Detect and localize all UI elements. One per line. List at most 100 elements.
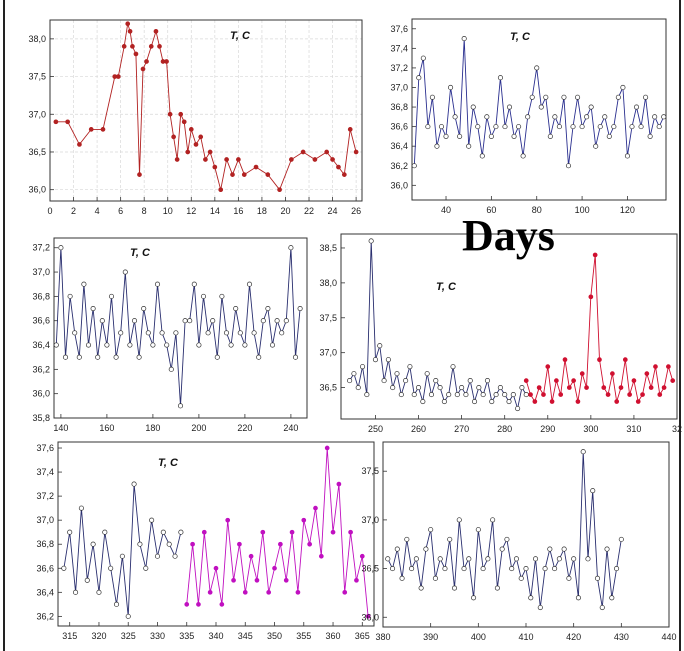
- chart-3-series-1-point-26: [173, 330, 179, 336]
- chart-2-series-1-point-44: [611, 124, 617, 130]
- chart-2-series-1-point-18: [493, 124, 499, 130]
- chart-3-xtick-label-0: 140: [53, 423, 68, 433]
- chart-5-xtick-label-9: 360: [326, 631, 341, 641]
- chart-2-series-1-point-41: [597, 124, 603, 130]
- chart-2-xtick-label-3: 100: [575, 205, 590, 215]
- chart-1-series-1-point-20: [167, 111, 173, 117]
- chart-4-series-2-point-33: [666, 364, 671, 369]
- chart-4-series-1-point-8: [381, 378, 387, 384]
- chart-4: 250 260 270 280 290 300 310 32 36,5 37,0 37,5 38,0 3…: [319, 233, 682, 434]
- chart-3-ytick-label-4: 36,6: [32, 316, 50, 326]
- chart-4-series-2-point-13: [579, 371, 585, 376]
- chart-4-series-2-point-8: [558, 392, 564, 397]
- chart-5-series-2-point-13: [260, 529, 266, 535]
- chart-6-xtick-label-5: 430: [614, 632, 629, 642]
- chart-1-series-1-point-9: [127, 28, 133, 34]
- chart-6-series-1-point-41: [580, 449, 586, 455]
- chart-3: 140 160 180 200 220 240 35,8 36,0 36,2 36,4 36,6 36…: [32, 237, 308, 433]
- chart-5-series-2-point-26: [336, 481, 342, 487]
- chart-3-series-1-point-8: [90, 305, 96, 312]
- chart-6-series-1-point-39: [571, 556, 577, 562]
- chart-5-series-2-point-20: [301, 517, 307, 523]
- chart-5-series-2-line: [186, 447, 369, 617]
- chart-3-series-1-point-20: [145, 330, 151, 336]
- chart-4-series-2-point-0: [523, 378, 529, 383]
- chart-3-series-1-point-19: [141, 305, 147, 312]
- chart-1-xtick-label-0: 0: [47, 206, 52, 216]
- chart-6-series-1-point-32: [537, 604, 543, 611]
- chart-4-series-2-point-22: [618, 385, 624, 390]
- chart-3-xtick-label-4: 220: [237, 423, 252, 433]
- outer-frame-right: [679, 0, 681, 651]
- chart-2-series-1-point-6: [438, 124, 445, 130]
- chart-4-series-1-point-11: [394, 371, 400, 377]
- chart-2-series-1-point-48: [629, 124, 635, 130]
- chart-4-series-1-point-33: [489, 398, 495, 405]
- chart-2-series-1-point-50: [638, 124, 644, 130]
- chart-4-series-2-point-12: [575, 399, 581, 404]
- chart-6-series-1-point-16: [461, 566, 467, 572]
- chart-6-series-1-point-12: [442, 566, 448, 572]
- chart-1-series-1-point-35: [236, 157, 241, 162]
- chart-6-xtick-label-1: 390: [423, 632, 438, 642]
- chart-1-series-1-point-46: [341, 172, 347, 177]
- outer-frame-left: [3, 0, 5, 651]
- chart-3-series-1-point-53: [297, 305, 303, 312]
- chart-6-series-1-point-9: [428, 527, 434, 533]
- chart-4-series-2-point-32: [661, 385, 667, 390]
- chart-2-series-1-point-24: [520, 153, 526, 159]
- chart-4-series-2-point-21: [614, 399, 620, 404]
- chart-5-ytick-label-3: 36,8: [36, 539, 54, 549]
- chart-3-series-1-point-2: [62, 354, 69, 360]
- chart-5-xtick-label-8: 355: [296, 631, 311, 641]
- chart-2-series-1-point-27: [534, 65, 540, 71]
- chart-2-series-1-point-10: [457, 133, 463, 139]
- chart-6-series-1-point-38: [566, 575, 572, 581]
- chart-1-series-1-point-30: [207, 149, 213, 155]
- chart-2-series-1-point-11: [461, 36, 467, 42]
- chart-3-series-1-point-0: [54, 342, 59, 348]
- chart-3-xtick-label-2: 180: [145, 423, 160, 433]
- chart-3-series-1-point-37: [223, 330, 230, 336]
- chart-3-series-1-point-32: [200, 293, 207, 299]
- chart-6: 380 390 400 410 420 430 440 36,0 36,5 37,0 37,5: [361, 441, 677, 642]
- chart-4-series-1-point-24: [450, 364, 456, 370]
- chart-6-series-1-point-42: [585, 556, 591, 562]
- chart-4-xtick-label-2: 270: [454, 424, 469, 434]
- chart-3-xtick-label-5: 240: [283, 423, 298, 433]
- chart-5-series-1-point-1: [67, 529, 73, 535]
- chart-6-xtick-label-3: 410: [518, 632, 533, 642]
- chart-6-series-1-point-21: [485, 556, 491, 562]
- chart-2-series-1-point-13: [470, 104, 476, 110]
- chart-1-ytick-label-3: 37,5: [28, 72, 46, 82]
- chart-6-series-1-point-27: [513, 556, 520, 562]
- chart-4-series-1-point-22: [441, 398, 447, 405]
- chart-6-series-1-point-23: [494, 585, 500, 591]
- chart-3-series-1-point-34: [210, 318, 216, 324]
- chart-2-series-1-point-19: [497, 75, 503, 81]
- chart-4-series-1-point-39: [515, 405, 521, 412]
- chart-5-series-1-point-17: [160, 529, 166, 535]
- chart-5-xtick-label-5: 340: [208, 631, 223, 641]
- chart-3-series-1-point-43: [251, 330, 257, 336]
- chart-4-series-1-point-19: [428, 392, 435, 398]
- chart-3-series-1-point-45: [260, 318, 266, 324]
- chart-4-series-1-point-18: [424, 371, 430, 377]
- chart-5-series-2-point-14: [266, 589, 272, 595]
- chart-5-series-1-point-15: [149, 517, 155, 523]
- chart-1-xtick-label-8: 16: [233, 206, 243, 216]
- chart-2-title: T, C: [510, 31, 531, 43]
- chart-3-series-1-point-6: [81, 281, 87, 287]
- chart-4-series-2-point-18: [601, 385, 607, 390]
- chart-5-series-2-point-19: [295, 589, 301, 595]
- chart-4-series-1-point-12: [398, 392, 404, 398]
- chart-6-series-1: [385, 449, 624, 611]
- chart-4-title: T, C: [436, 281, 457, 293]
- chart-6-ytick-label-3: 37,5: [361, 466, 379, 476]
- chart-5-ytick-label-5: 37,2: [36, 491, 54, 501]
- chart-5-series-2-point-2: [196, 602, 201, 607]
- chart-4-series-2-point-29: [648, 385, 654, 390]
- chart-5-ytick-label-2: 36,6: [36, 563, 54, 573]
- chart-1-series-1-point-29: [203, 157, 208, 162]
